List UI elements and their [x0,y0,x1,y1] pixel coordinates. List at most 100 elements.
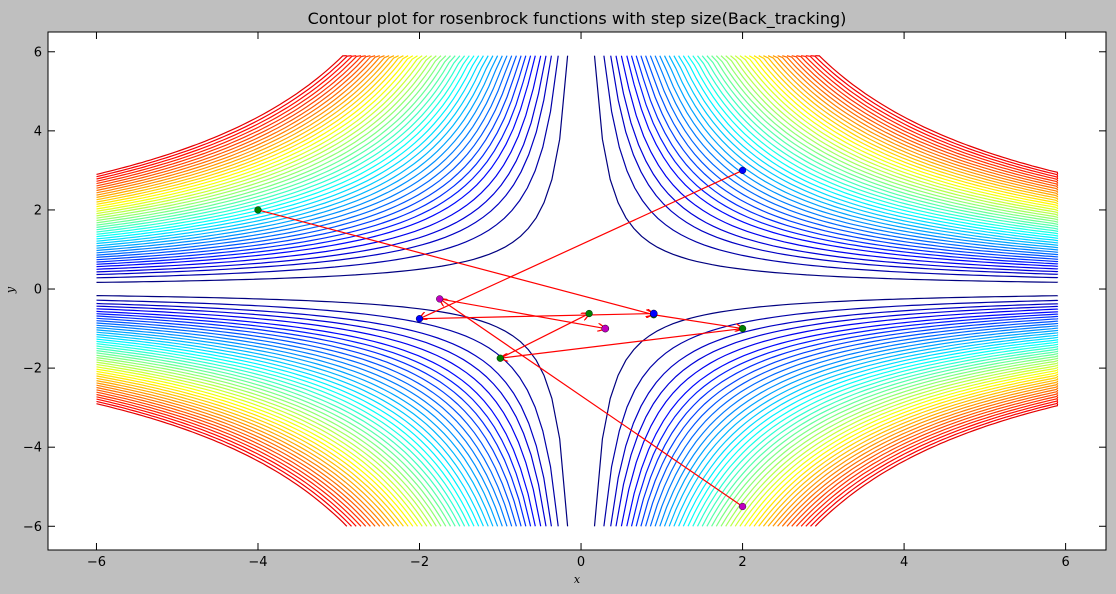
contour-line [673,334,1059,527]
contour-line [96,55,470,235]
iterate-point [585,309,593,318]
contour-line [96,55,461,231]
contour-line [668,55,1059,246]
contour-line [96,55,522,261]
contour-line [96,389,376,527]
contour-line [772,55,1059,196]
y-tick-label: −6 [23,520,42,535]
contour-line [593,295,1059,527]
contour-line [96,55,542,270]
contour-line [96,336,484,527]
contour-line [96,340,475,527]
contour-line [725,55,1059,219]
contour-line [96,347,461,527]
contour-line [645,320,1059,527]
contour-line [96,368,418,527]
contour-line [96,333,489,527]
contour-line [96,55,569,283]
contour-line [96,55,418,210]
contour-line [786,389,1059,527]
contour-line [640,318,1059,527]
contour-line [96,375,404,527]
contour-line [626,55,1059,267]
contour-line [697,55,1059,232]
y-tick-label: 2 [34,203,42,218]
contour-line [96,55,428,215]
contour-line [96,55,447,224]
contour-lines [96,55,1059,527]
iterate-point [254,206,262,214]
end-point [649,309,658,318]
contour-line [96,55,347,175]
contour-line [96,352,452,527]
contour-line [96,384,385,527]
y-tick-label: −4 [23,441,42,456]
contour-line [96,55,376,189]
contour-line [96,357,442,527]
contour-line [96,403,348,527]
contour-line [96,345,466,527]
contour-line [615,55,1059,273]
contour-line [96,320,517,527]
plot-area [48,32,1106,550]
contour-line [654,55,1059,253]
contour-line [96,55,437,219]
contour-line [730,55,1059,216]
iterate-point [436,295,444,303]
contour-line [96,55,357,180]
iterate-point [738,166,747,174]
contour-line [96,359,437,527]
contour-line [630,55,1059,265]
contour-line [668,332,1059,527]
contour-line [711,352,1059,527]
contour-line [706,350,1059,527]
contour-line [96,370,414,527]
contour-line [96,55,423,212]
contour-line [96,366,423,527]
contour-line [777,55,1059,193]
contour-line [96,313,532,527]
contour-line [96,55,484,242]
contour-line [715,55,1059,223]
contour-line [96,55,527,263]
contour-line [96,55,532,265]
contour-line [96,322,513,527]
contour-line [96,55,480,240]
contour-line [593,55,1059,283]
contour-line [748,371,1059,527]
contour-line [720,55,1059,221]
x-tick-label: 0 [577,555,585,570]
contour-line [96,380,395,527]
iterate-point [738,324,747,333]
contour-line [96,55,409,205]
x-tick-label: 6 [1061,555,1069,570]
contour-line [739,55,1059,212]
contour-line [96,343,470,527]
contour-line [800,396,1059,527]
contour-line [96,55,466,233]
contour-line [96,55,432,217]
contour-line [96,310,536,527]
contour-line [96,55,362,182]
contour-line [96,55,475,238]
contour-line [753,373,1059,527]
contour-line [96,308,542,527]
contour-line [640,55,1059,260]
contour-line [796,55,1059,184]
contour-line [682,339,1059,527]
contour-line [96,55,380,192]
contour-line [687,55,1059,237]
contour-line [645,55,1059,258]
contour-line [96,331,494,527]
step-arrow [257,209,654,315]
contour-line [603,299,1059,527]
contour-line [96,350,456,527]
contour-line [777,385,1059,527]
contour-line [610,303,1059,527]
contour-line [795,394,1059,527]
step-arrow [500,327,743,359]
y-axis-label: y [4,286,17,294]
contour-line [96,329,499,527]
contour-line [762,378,1059,527]
contour-line [734,364,1059,527]
